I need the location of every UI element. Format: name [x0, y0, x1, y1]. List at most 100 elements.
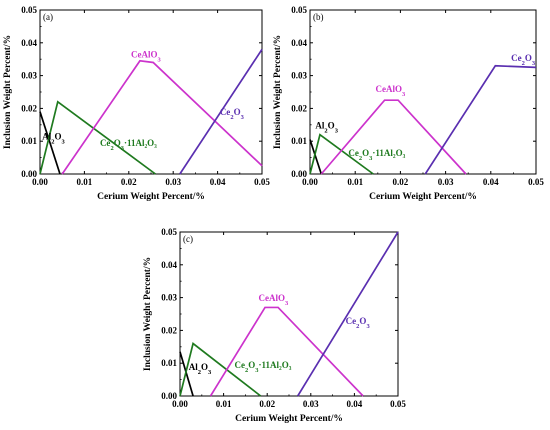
x-tick-label: 0.01 — [347, 177, 363, 187]
annotation-part: 3 — [158, 56, 162, 63]
y-tick-label: 0.01 — [161, 358, 177, 368]
annotation-part: Al — [189, 362, 198, 372]
annotation-part: 2 — [51, 138, 54, 145]
y-tick-label: 0.04 — [21, 38, 37, 48]
annotation-part: 3 — [208, 368, 212, 375]
series-label-ce2o3_11al2o3: Ce2O3·11Al₂O₃ — [235, 360, 292, 374]
annotation-part: 3 — [335, 127, 339, 134]
annotation-part: O — [525, 53, 532, 63]
y-tick-label: 0.03 — [21, 71, 37, 81]
annotation-part: 2 — [324, 127, 327, 134]
panel-label: (b) — [313, 12, 324, 22]
panel-label: (a) — [43, 12, 53, 22]
annotation-part: O — [114, 138, 121, 148]
annotation-part: Ce — [511, 53, 522, 63]
series-label-cealo3: CeAlO3 — [131, 50, 162, 64]
x-tick-label: 0.05 — [390, 399, 406, 409]
x-tick-label: 0.02 — [121, 177, 137, 187]
x-tick-label: 0.02 — [259, 399, 275, 409]
y-tick-label: 0.04 — [291, 38, 307, 48]
annotation-part: O — [328, 121, 335, 131]
annotation-part: 3 — [255, 367, 259, 374]
plot-frame — [39, 9, 263, 175]
annotation-part: ·11Al₂O₃ — [372, 148, 405, 158]
y-axis-title: Inclusion Weight Percent/% — [3, 35, 13, 149]
x-tick-label: 0.00 — [172, 399, 188, 409]
x-axis-title: Cerium Weight Percent/% — [369, 192, 477, 202]
chart-panel-3: 0.00 0.01 0.02 0.03 0.04 0.05 0.00 0.01 0.02 0.03… — [143, 227, 406, 424]
series-label-ce2o3_11al2o3: Ce2O3·11Al₂O₃ — [100, 138, 157, 152]
series-line-al2o3 — [39, 111, 61, 175]
x-tick-label: 0.02 — [393, 177, 409, 187]
annotation-part: Ce — [346, 316, 357, 326]
series-label-al2o3: Al2O3 — [189, 362, 212, 376]
panel-label: (c) — [183, 234, 193, 244]
annotation-part: 3 — [366, 322, 370, 329]
annotation-part: Ce — [100, 138, 111, 148]
annotation-part: O — [234, 107, 241, 117]
x-tick-label: 0.05 — [254, 177, 270, 187]
annotation-part: CeAlO — [258, 293, 285, 303]
annotation-part: 3 — [61, 138, 65, 145]
x-axis-title: Cerium Weight Percent/% — [235, 414, 343, 424]
annotation-part: 2 — [230, 113, 233, 120]
y-tick-label: 0.02 — [21, 103, 37, 113]
series-line-ce2o3 — [179, 48, 263, 175]
annotation-part: 2 — [245, 367, 248, 374]
y-axis-title: Inclusion Weight Percent/% — [273, 35, 283, 149]
annotation-part: Al — [42, 132, 51, 142]
series-line-ce2o3_11al2o3 — [309, 133, 374, 175]
x-tick-label: 0.01 — [77, 177, 93, 187]
series-line-cealo3 — [320, 99, 467, 175]
series-label-ce2o3: Ce2O3 — [511, 53, 536, 66]
x-tick-label: 0.03 — [165, 177, 181, 187]
series-label-ce2o3: Ce2O3 — [220, 107, 245, 121]
annotation-part: 2 — [198, 368, 201, 375]
series-label-ce2o3_11al2o3: Ce2O3·11Al₂O₃ — [348, 148, 405, 162]
series-line-cealo3 — [209, 306, 364, 397]
series-label-al2o3: Al2O3 — [315, 121, 338, 135]
annotation-part: Ce — [235, 360, 246, 370]
x-tick-label: 0.05 — [528, 177, 544, 187]
y-tick-label: 0.01 — [291, 136, 307, 146]
series-line-al2o3 — [179, 351, 194, 397]
annotation-part: 2 — [356, 322, 359, 329]
annotation-part: O — [54, 132, 61, 142]
x-tick-label: 0.04 — [483, 177, 499, 187]
annotation-part: 3 — [285, 299, 289, 306]
y-tick-label: 0.01 — [21, 136, 37, 146]
series-line-ce2o3 — [296, 231, 399, 397]
x-tick-label: 0.01 — [216, 399, 232, 409]
y-tick-label: 0.05 — [21, 5, 37, 15]
annotation-part: Ce — [348, 148, 359, 158]
annotation-part: 3 — [369, 154, 373, 161]
series-line-ce2o3_11al2o3 — [179, 342, 262, 397]
series-label-ce2o3: Ce2O3 — [346, 316, 371, 330]
annotation-part: 3 — [402, 91, 406, 98]
annotation-part: O — [201, 362, 208, 372]
series-line-ce2o3_11al2o3 — [39, 100, 156, 175]
y-tick-label: 0.03 — [291, 71, 307, 81]
annotation-part: CeAlO — [376, 84, 403, 94]
y-tick-label: 0.05 — [161, 227, 177, 237]
y-axis-title: Inclusion Weight Percent/% — [143, 257, 153, 371]
annotation-part: CeAlO — [131, 50, 158, 60]
annotation-part: O — [359, 316, 366, 326]
y-tick-label: 0.03 — [161, 293, 177, 303]
annotation-part: ·11Al₂O₃ — [124, 138, 157, 148]
x-tick-label: 0.00 — [32, 177, 48, 187]
series-line-cealo3 — [61, 59, 263, 175]
annotation-part: O — [362, 148, 369, 158]
annotation-part: O — [248, 360, 255, 370]
annotation-part: 3 — [532, 59, 536, 66]
chart-panel-2: 0.00 0.01 0.02 0.03 0.04 0.05 0.00 0.01 0.02 0.03… — [273, 5, 544, 202]
y-tick-label: 0.00 — [161, 391, 177, 401]
chart-panel-1: 0.00 0.01 0.02 0.03 0.04 0.05 0.00 0.01 0.02 0.03… — [3, 5, 270, 202]
annotation-part: 3 — [121, 145, 125, 152]
series-line-al2o3 — [309, 139, 323, 175]
y-tick-label: 0.00 — [21, 169, 37, 179]
annotation-part: 3 — [241, 113, 245, 120]
series-label-cealo3: CeAlO3 — [376, 84, 407, 98]
